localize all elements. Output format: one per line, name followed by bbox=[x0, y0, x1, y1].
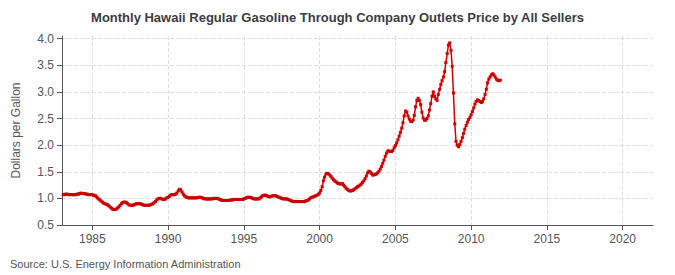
svg-text:1985: 1985 bbox=[79, 232, 106, 246]
svg-text:2020: 2020 bbox=[609, 232, 636, 246]
svg-text:2.5: 2.5 bbox=[37, 112, 54, 126]
svg-text:3.0: 3.0 bbox=[37, 85, 54, 99]
svg-text:2005: 2005 bbox=[382, 232, 409, 246]
svg-text:1.0: 1.0 bbox=[37, 191, 54, 205]
svg-text:2000: 2000 bbox=[306, 232, 333, 246]
svg-text:0.5: 0.5 bbox=[37, 218, 54, 232]
svg-text:Dollars per Gallon: Dollars per Gallon bbox=[9, 82, 23, 178]
svg-text:3.5: 3.5 bbox=[37, 58, 54, 72]
svg-text:Source: U.S. Energy Informatio: Source: U.S. Energy Information Administ… bbox=[10, 258, 241, 270]
svg-text:1995: 1995 bbox=[230, 232, 257, 246]
svg-text:4.0: 4.0 bbox=[37, 32, 54, 46]
svg-text:2.0: 2.0 bbox=[37, 138, 54, 152]
svg-text:2010: 2010 bbox=[458, 232, 485, 246]
svg-text:2015: 2015 bbox=[534, 232, 561, 246]
svg-text:1990: 1990 bbox=[155, 232, 182, 246]
svg-text:1.5: 1.5 bbox=[37, 165, 54, 179]
svg-text:Monthly Hawaii Regular Gasolin: Monthly Hawaii Regular Gasoline Through … bbox=[91, 10, 584, 25]
